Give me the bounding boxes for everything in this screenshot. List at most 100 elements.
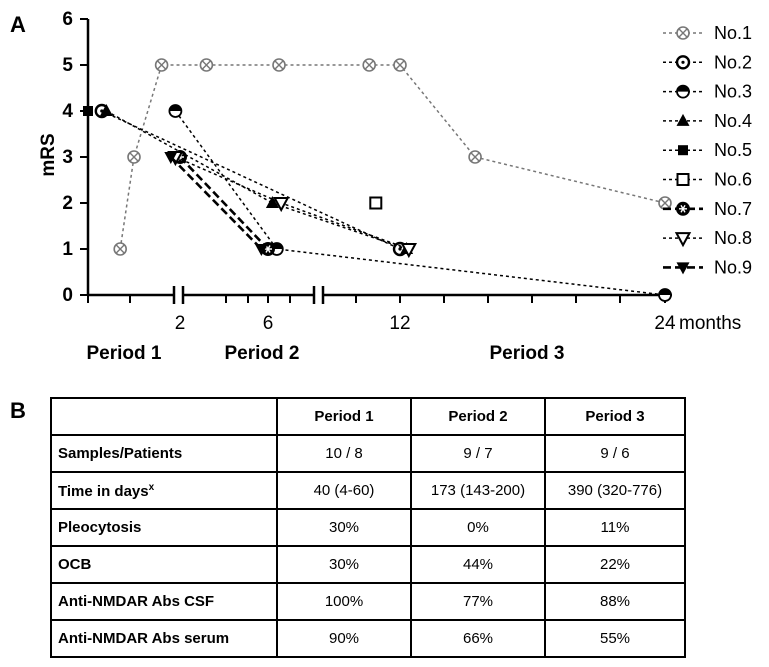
y-tick-label: 3 bbox=[62, 147, 73, 168]
legend-item: No.7 bbox=[663, 199, 752, 219]
table-cell: 30% bbox=[276, 545, 412, 584]
row-label: Anti-NMDAR Abs serum bbox=[50, 619, 278, 658]
y-tick-label: 5 bbox=[62, 55, 73, 76]
table-cell: 30% bbox=[276, 508, 412, 547]
series-line bbox=[179, 156, 269, 250]
legend-item: No.4 bbox=[663, 111, 752, 131]
series-no9 bbox=[164, 152, 268, 256]
y-tick-label: 4 bbox=[62, 101, 73, 122]
row-label: Time in daysx bbox=[50, 471, 278, 510]
legend-item: No.3 bbox=[663, 82, 752, 102]
legend-marker-x2 bbox=[678, 28, 688, 38]
panel-a-label: A bbox=[10, 12, 26, 37]
data-point-dot bbox=[398, 247, 402, 251]
legend-item: No.5 bbox=[663, 140, 752, 160]
x-tick-label: 24 bbox=[654, 313, 676, 334]
y-tick-label: 0 bbox=[62, 285, 73, 306]
data-point-x2 bbox=[660, 198, 670, 208]
data-point-fill bbox=[659, 289, 671, 295]
legend-item: No.6 bbox=[663, 170, 752, 190]
table-cell: 44% bbox=[410, 545, 546, 584]
table-cell: 390 (320-776) bbox=[544, 471, 686, 510]
series-no5 bbox=[83, 106, 93, 116]
chart-legend: No.1 No.2 No.3 No.4 No.5 No.6 No.7 No.8 No.9 bbox=[663, 23, 752, 277]
table-cell: 173 (143-200) bbox=[410, 471, 546, 510]
data-point bbox=[265, 196, 279, 208]
x-tick-label: 2 bbox=[175, 313, 186, 334]
table-row: Pleocytosis 30% 0% 11% bbox=[50, 508, 686, 547]
row-label: Samples/Patients bbox=[50, 434, 278, 473]
table-cell: 90% bbox=[276, 619, 412, 658]
period-label: Period 2 bbox=[225, 343, 300, 364]
legend-marker bbox=[676, 173, 690, 186]
period-label: Period 1 bbox=[87, 343, 162, 364]
table-cell: 40 (4-60) bbox=[276, 471, 412, 510]
table-cell: 22% bbox=[544, 545, 686, 584]
data-point bbox=[164, 152, 178, 164]
series-no4 bbox=[99, 104, 414, 254]
table-cell: 55% bbox=[544, 619, 686, 658]
legend-marker-fill bbox=[677, 85, 689, 92]
table-cell: 88% bbox=[544, 582, 686, 621]
legend-item: No.9 bbox=[663, 257, 752, 277]
legend-item: No.1 bbox=[663, 23, 752, 43]
legend-marker-dot bbox=[681, 60, 685, 64]
legend-label: No.9 bbox=[714, 257, 752, 277]
data-point-x2 bbox=[364, 60, 374, 70]
table-header-cell: Period 1 bbox=[276, 397, 412, 436]
x-tick-label: 6 bbox=[263, 313, 274, 334]
table-row: Anti-NMDAR Abs CSF 100% 77% 88% bbox=[50, 582, 686, 621]
legend-label: No.2 bbox=[714, 52, 752, 72]
data-point bbox=[99, 104, 113, 116]
table-row: Anti-NMDAR Abs serum 90% 66% 55% bbox=[50, 619, 686, 658]
data-point bbox=[273, 197, 290, 213]
series-no1 bbox=[113, 58, 672, 256]
data-point bbox=[369, 196, 383, 210]
table-cell: 9 / 6 bbox=[544, 434, 686, 473]
data-point-x2 bbox=[156, 60, 167, 70]
legend-label: No.8 bbox=[714, 228, 752, 248]
legend-label: No.7 bbox=[714, 199, 752, 219]
legend-label: No.4 bbox=[714, 111, 752, 131]
legend-label: No.1 bbox=[714, 23, 752, 43]
y-axis-label: mRS bbox=[38, 133, 59, 176]
table-row: OCB 30% 44% 22% bbox=[50, 545, 686, 584]
table-header-row: Period 1 Period 2 Period 3 bbox=[50, 397, 686, 436]
legend-label: No.5 bbox=[714, 140, 752, 160]
legend-marker bbox=[676, 113, 690, 126]
y-tick-label: 6 bbox=[62, 9, 73, 30]
table-cell: 11% bbox=[544, 508, 686, 547]
table-header-cell: Period 3 bbox=[544, 397, 686, 436]
data-point-x2 bbox=[395, 60, 405, 70]
row-label: OCB bbox=[50, 545, 278, 584]
period-label: Period 3 bbox=[490, 343, 565, 364]
series-no6 bbox=[369, 196, 383, 210]
x-axis-unit: months bbox=[679, 313, 741, 334]
series-line bbox=[101, 110, 401, 250]
data-point-fill bbox=[169, 105, 182, 111]
row-label-superscript: x bbox=[148, 481, 155, 493]
x-tick-label: 12 bbox=[389, 313, 410, 334]
table-cell: 9 / 7 bbox=[410, 434, 546, 473]
legend-label: No.3 bbox=[714, 82, 752, 102]
data-point bbox=[254, 244, 268, 256]
data-point bbox=[83, 106, 93, 116]
table-row: Time in daysx 40 (4-60) 173 (143-200) 390 (… bbox=[50, 471, 686, 510]
legend-item: No.2 bbox=[663, 52, 752, 72]
legend-marker-star bbox=[679, 204, 687, 213]
table-cell: 10 / 8 bbox=[276, 434, 412, 473]
data-point-x2 bbox=[274, 60, 284, 70]
table-cell: 100% bbox=[276, 582, 412, 621]
legend-marker bbox=[676, 262, 690, 275]
data-point-x2 bbox=[115, 244, 125, 254]
data-point-star bbox=[264, 245, 272, 253]
table-cell: 0% bbox=[410, 508, 546, 547]
table-cell: 77% bbox=[410, 582, 546, 621]
legend-label: No.6 bbox=[714, 170, 752, 190]
legend-item: No.8 bbox=[663, 228, 752, 248]
legend-marker bbox=[678, 145, 688, 156]
